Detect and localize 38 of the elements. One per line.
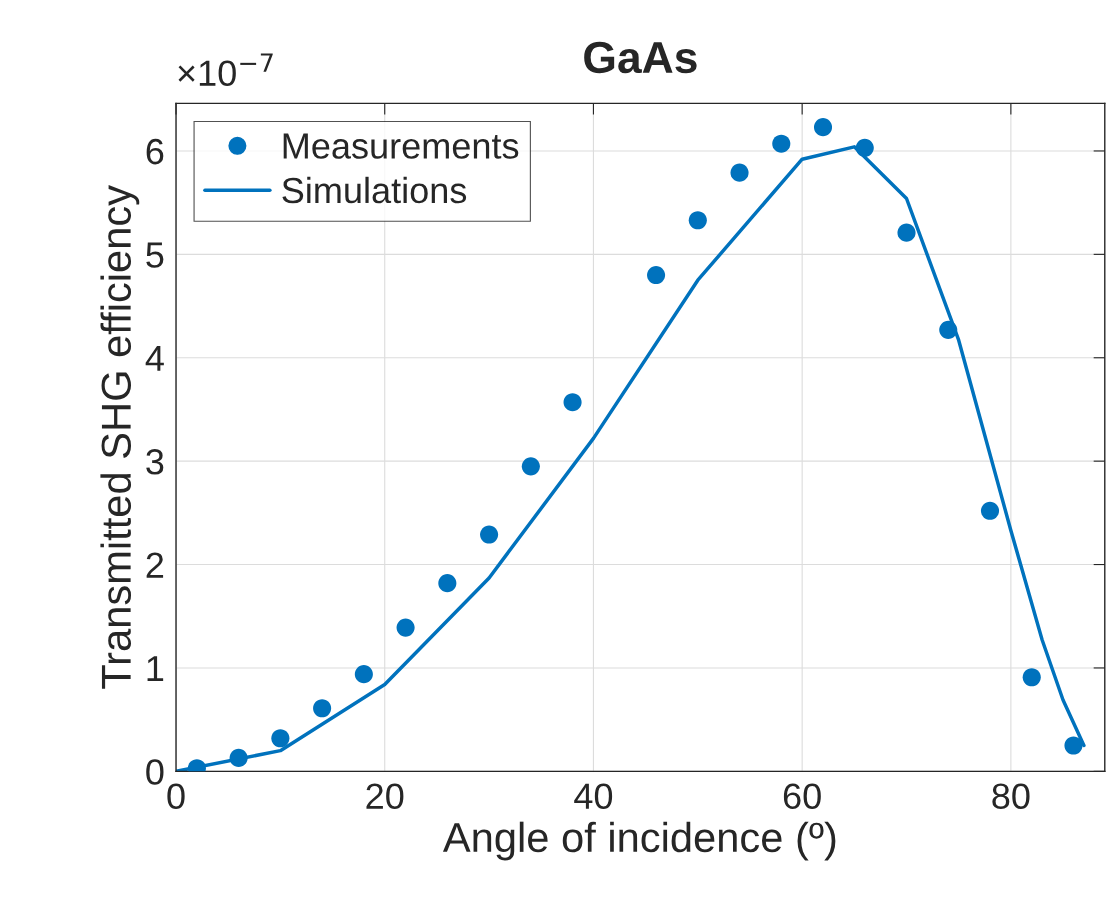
point	[939, 320, 958, 339]
point	[1022, 668, 1041, 687]
x-tick-label: 40	[574, 783, 613, 809]
y-tick-label: 2	[146, 552, 164, 578]
legend-label: Simulations	[282, 176, 467, 204]
y-tick-label: 3	[146, 449, 164, 475]
point	[480, 525, 499, 544]
x-axis-title: Angle of incidence (º)	[442, 821, 836, 861]
point	[396, 618, 415, 637]
point	[438, 574, 457, 593]
x-tick-label: 60	[783, 783, 821, 809]
point	[813, 118, 833, 137]
point	[313, 699, 332, 718]
x-tick-label: 80	[992, 783, 1030, 809]
point	[647, 265, 666, 285]
point	[271, 729, 290, 748]
y-tick-label: 1	[147, 656, 164, 682]
point	[1064, 736, 1083, 755]
point	[772, 134, 791, 153]
legend-label: Measurements	[283, 133, 519, 159]
point	[521, 457, 540, 476]
point	[897, 223, 916, 242]
x-tick-label: 20	[366, 783, 404, 809]
y-axis-title: Transmitted SHG efficiency	[100, 185, 140, 689]
point	[229, 748, 248, 767]
point	[730, 163, 749, 182]
y-tick-label: 5	[146, 242, 164, 268]
y-tick-label: 0	[146, 759, 164, 785]
point	[688, 211, 707, 230]
point	[563, 393, 582, 412]
text: ×10$^{−7}$	[178, 53, 273, 86]
point	[354, 665, 373, 684]
chart-title: GaAs	[584, 41, 697, 74]
point	[855, 138, 874, 157]
point	[980, 501, 1000, 520]
y-tick-label: 4	[145, 345, 164, 371]
x-tick-label: 0	[167, 783, 185, 809]
y-tick-label: 6	[146, 138, 164, 165]
